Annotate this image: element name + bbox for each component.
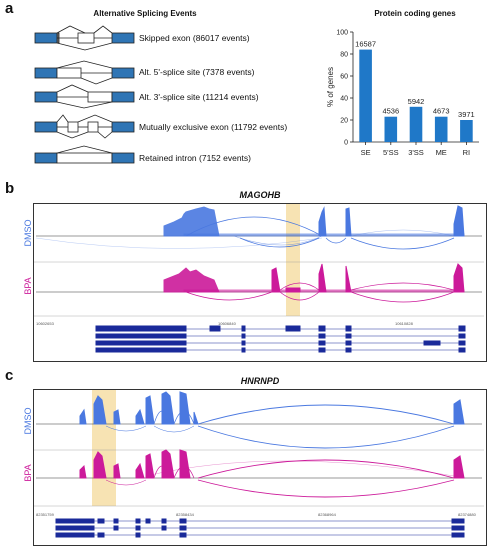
splicing-event-diagrams <box>34 25 135 164</box>
event-label-se: Skipped exon (86017 events) <box>139 33 250 43</box>
panel-b-letter: b <box>5 180 15 197</box>
bar-value-label: 16587 <box>355 40 376 49</box>
y-tick-label: 40 <box>340 96 348 103</box>
bar-value-label: 4536 <box>382 107 399 116</box>
coord-c-1: 82351759 <box>36 512 54 517</box>
gene-title-hnrnpd: HNRNPD <box>240 376 280 386</box>
bar-value-label: 4673 <box>433 107 450 116</box>
bar-1 <box>384 116 398 142</box>
coord-c-3: 82368964 <box>318 512 336 517</box>
x-tick-label: 5'SS <box>383 148 399 157</box>
bpa-coverage-c <box>79 449 465 498</box>
x-tick-label: 3'SS <box>408 148 424 157</box>
alt-3-splice-diagram <box>34 84 135 109</box>
bar-2 <box>409 106 423 142</box>
gene-model-b <box>95 325 466 353</box>
y-tick-label: 20 <box>340 118 348 125</box>
coord-c-2: 82358434 <box>176 512 194 517</box>
dmso-label-c: DMSO <box>23 407 33 435</box>
y-tick-label: 100 <box>336 30 348 37</box>
coord-b-3: 10610828 <box>395 321 413 326</box>
panel-c-frame <box>33 389 487 546</box>
dmso-coverage-b <box>35 205 465 250</box>
y-tick-label: 80 <box>340 52 348 59</box>
coord-b-1: 10602653 <box>36 321 54 326</box>
bar-value-label: 5942 <box>408 97 425 106</box>
panel-b-tracks <box>34 204 484 353</box>
bar-4 <box>460 120 473 142</box>
panel-c-letter: c <box>5 367 14 384</box>
skipped-exon-diagram <box>34 25 135 51</box>
bar-value-label: 3971 <box>458 110 475 119</box>
event-label-ri: Retained intron (7152 events) <box>139 153 251 163</box>
panel-c-tracks <box>34 390 484 538</box>
alt-5-splice-diagram <box>34 60 135 85</box>
dmso-coverage-c <box>79 391 465 449</box>
events-title: Alternative Splicing Events <box>93 9 197 18</box>
gene-model-c <box>55 518 465 538</box>
x-tick-label: SE <box>361 148 371 157</box>
dmso-label-b: DMSO <box>23 219 33 247</box>
bpa-label-b: BPA <box>23 277 33 295</box>
panel-a-letter: a <box>5 0 14 17</box>
coord-b-2: 10606840 <box>218 321 236 326</box>
y-axis-label: % of genes <box>326 67 335 107</box>
bar-3 <box>434 116 448 142</box>
x-tick-label: RI <box>463 148 471 157</box>
event-label-a5ss: Alt. 5'-splice site (7378 events) <box>139 67 255 77</box>
y-tick-label: 0 <box>344 140 348 147</box>
coord-c-4: 82374880 <box>458 512 476 517</box>
gene-title-magohb: MAGOHB <box>239 190 281 200</box>
bpa-label-c: BPA <box>23 464 33 482</box>
mutually-exclusive-diagram <box>34 114 135 139</box>
chart-title: Protein coding genes <box>374 9 456 18</box>
bpa-coverage-b <box>163 263 465 303</box>
retained-intron-diagram <box>34 145 135 164</box>
x-tick-label: ME <box>436 148 447 157</box>
event-label-a3ss: Alt. 3'-splice site (11214 events) <box>139 92 259 102</box>
y-tick-label: 60 <box>340 74 348 81</box>
panel-b-frame <box>33 203 487 362</box>
event-label-mxe: Mutually exclusive exon (11792 events) <box>139 122 288 132</box>
protein-coding-bar-chart: 0 20 40 60 80 100 % of genes 16587 SE 4536 5'SS 594… <box>326 30 479 157</box>
bar-0 <box>359 49 372 142</box>
